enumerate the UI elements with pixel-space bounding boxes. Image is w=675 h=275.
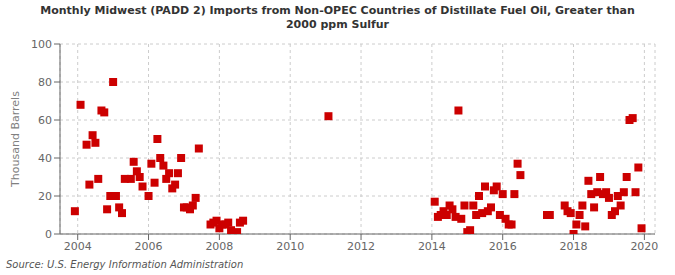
svg-text:2018: 2018 <box>560 240 588 253</box>
svg-text:40: 40 <box>38 152 52 165</box>
svg-text:100: 100 <box>31 38 52 51</box>
html-text:Monthly Midwest (PADD 2) Impor: Monthly Midwest (PADD 2) Imports from No… <box>40 4 635 17</box>
svg-text:60: 60 <box>38 114 52 127</box>
svg-text:2012: 2012 <box>347 240 375 253</box>
html-text:Source: U.S. Energy Informatio: Source: U.S. Energy Information Administ… <box>6 259 244 270</box>
svg-text:2016: 2016 <box>489 240 517 253</box>
svg-text:2010: 2010 <box>276 240 304 253</box>
html-text:2000 ppm Sulfur: 2000 ppm Sulfur <box>286 18 389 31</box>
svg-text:2014: 2014 <box>418 240 446 253</box>
svg-text:2004: 2004 <box>64 240 92 253</box>
svg-text:80: 80 <box>38 76 52 89</box>
svg-text:2008: 2008 <box>205 240 233 253</box>
svg-text:Thousand Barrels: Thousand Barrels <box>9 91 22 188</box>
svg-text:2020: 2020 <box>630 240 658 253</box>
svg-text:2006: 2006 <box>135 240 163 253</box>
svg-text:20: 20 <box>38 190 52 203</box>
svg-text:0: 0 <box>45 228 52 241</box>
